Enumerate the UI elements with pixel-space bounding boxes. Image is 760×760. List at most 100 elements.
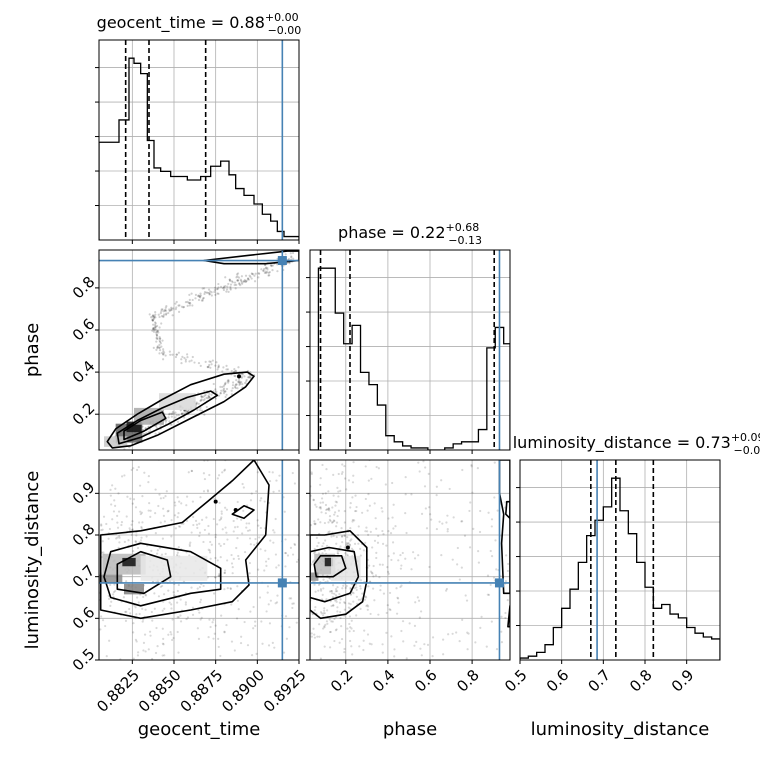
sample-point xyxy=(114,504,117,507)
sample-point xyxy=(199,364,202,367)
sample-point xyxy=(135,468,139,472)
sample-point xyxy=(122,596,126,599)
sample-point xyxy=(455,631,458,634)
sample-point xyxy=(410,568,413,571)
sample-point xyxy=(207,291,211,295)
sample-point xyxy=(299,566,301,568)
sample-point xyxy=(237,380,240,383)
sample-point xyxy=(267,644,271,647)
sample-point xyxy=(236,387,239,390)
sample-point xyxy=(337,495,340,498)
sample-point xyxy=(222,388,225,391)
sample-point xyxy=(127,539,130,542)
sample-point xyxy=(292,602,295,605)
sample-point xyxy=(222,390,225,393)
sample-point xyxy=(203,291,207,294)
sample-point xyxy=(0,558,1,560)
sample-point xyxy=(324,623,327,626)
sample-point xyxy=(151,318,154,321)
sample-point xyxy=(197,637,201,640)
sample-point xyxy=(209,540,212,544)
sample-point xyxy=(456,546,459,550)
sample-point xyxy=(273,531,276,534)
sample-point xyxy=(290,631,292,633)
sample-point xyxy=(154,488,157,491)
sample-point xyxy=(150,549,153,552)
sample-point xyxy=(177,512,180,515)
sample-point xyxy=(326,609,329,612)
sample-point xyxy=(339,545,342,548)
sample-point xyxy=(216,523,219,526)
sample-point xyxy=(170,306,173,309)
sample-point xyxy=(170,607,173,610)
sample-point xyxy=(161,627,164,630)
sample-point xyxy=(365,596,368,599)
sample-point xyxy=(205,291,208,294)
sample-point xyxy=(233,283,236,287)
sample-point xyxy=(208,551,212,554)
sample-point xyxy=(400,629,403,633)
sample-point xyxy=(451,632,454,635)
sample-point xyxy=(139,510,142,513)
sample-point xyxy=(191,355,194,359)
x-axis-label-luminosity_distance: luminosity_distance xyxy=(531,719,710,740)
sample-point xyxy=(339,616,342,620)
sample-point xyxy=(268,274,271,277)
contour-line-2 xyxy=(116,550,172,595)
sample-point xyxy=(168,601,171,604)
x-tick-label: 0.6 xyxy=(543,666,573,696)
sample-point xyxy=(244,280,248,283)
sample-point xyxy=(226,538,229,541)
sample-point xyxy=(231,566,234,569)
sample-point xyxy=(142,432,145,436)
title-sup: +0.09 xyxy=(731,431,760,444)
sample-point xyxy=(322,578,325,581)
sample-point xyxy=(151,319,155,322)
sample-point xyxy=(246,277,250,280)
sample-point xyxy=(312,499,315,502)
sample-point xyxy=(218,572,221,576)
sample-point xyxy=(233,385,237,389)
sample-point xyxy=(495,568,498,571)
sample-point xyxy=(118,536,121,539)
sample-point xyxy=(337,509,341,512)
sample-point xyxy=(299,611,301,613)
sample-point xyxy=(257,272,260,275)
sample-point xyxy=(187,301,190,305)
sample-point xyxy=(158,337,162,340)
sample-point xyxy=(184,360,187,363)
x-tick-label: 0.8875 xyxy=(177,666,227,716)
sample-point xyxy=(233,281,237,284)
sample-point xyxy=(151,329,154,332)
sample-point xyxy=(0,621,1,623)
sample-point xyxy=(236,279,239,282)
sample-point xyxy=(325,620,329,623)
sample-point xyxy=(344,477,347,480)
sample-point xyxy=(414,601,417,604)
sample-point xyxy=(264,270,267,273)
sample-point xyxy=(177,304,180,307)
sample-point xyxy=(156,346,159,349)
sample-point xyxy=(326,508,329,511)
sample-point xyxy=(315,505,318,508)
sample-point xyxy=(329,646,332,649)
sample-point xyxy=(208,549,211,552)
sample-point xyxy=(205,405,208,409)
sample-point xyxy=(162,593,166,596)
sample-point xyxy=(158,346,161,349)
sample-point xyxy=(268,271,271,274)
sample-point xyxy=(65,532,67,534)
sample-point xyxy=(190,469,194,473)
sample-point xyxy=(352,629,355,633)
sample-point xyxy=(322,587,325,590)
sample-point xyxy=(329,630,332,634)
sample-point xyxy=(331,592,334,595)
sample-point xyxy=(240,376,243,379)
sample-point xyxy=(370,571,374,574)
sample-point xyxy=(335,542,338,545)
sample-point xyxy=(177,651,180,654)
sample-point xyxy=(366,530,369,533)
sample-point xyxy=(184,358,187,361)
y-tick-label: 0.9 xyxy=(69,478,99,508)
sample-point xyxy=(324,492,327,495)
